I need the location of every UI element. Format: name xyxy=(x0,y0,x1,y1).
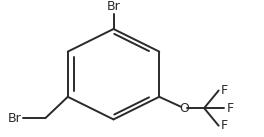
Text: F: F xyxy=(221,119,228,132)
Text: F: F xyxy=(227,102,234,115)
Text: F: F xyxy=(221,84,228,97)
Text: O: O xyxy=(180,102,189,115)
Text: Br: Br xyxy=(8,112,22,125)
Text: Br: Br xyxy=(107,0,120,13)
